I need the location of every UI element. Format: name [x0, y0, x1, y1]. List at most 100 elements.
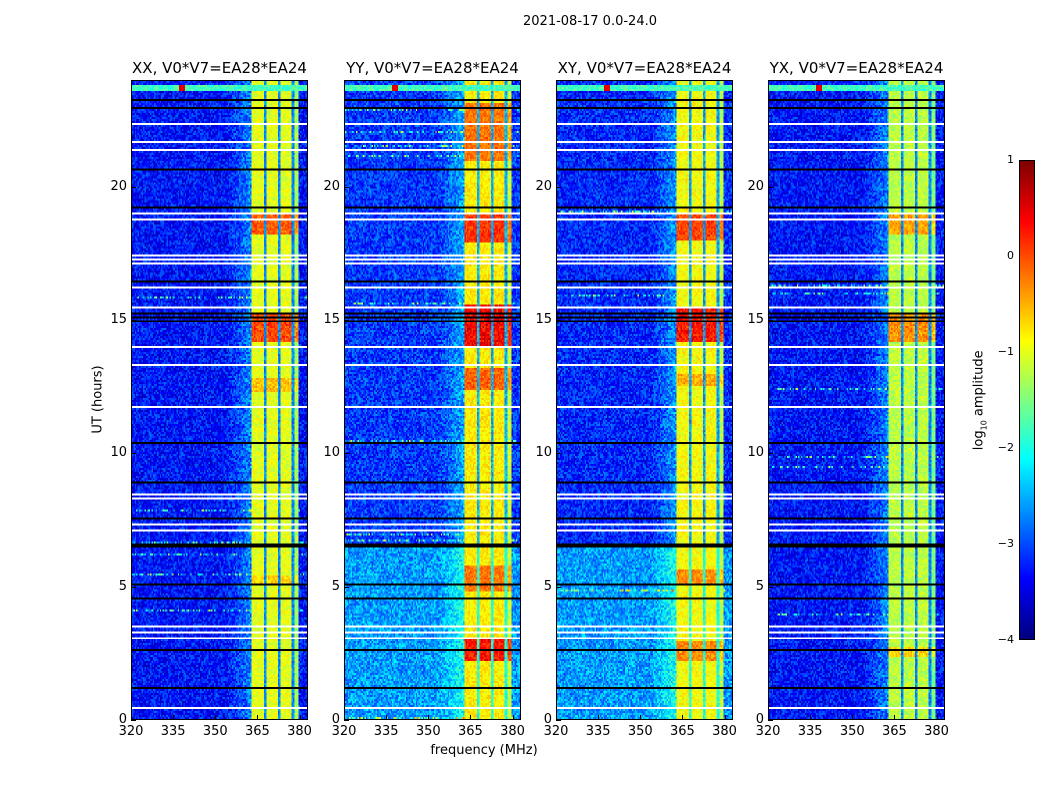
- y-tick-label: 0: [118, 712, 127, 727]
- y-tick-label: 0: [755, 712, 764, 727]
- y-tick-mark: [131, 453, 136, 455]
- x-tick-mark: [344, 715, 345, 720]
- colorbar-tick-label: 0: [1007, 249, 1014, 262]
- panel-title: YX, V0*V7=EA28*EA24: [769, 59, 944, 77]
- x-tick-label: 350: [415, 724, 441, 739]
- y-tick-mark: [768, 186, 773, 188]
- y-tick-label: 10: [535, 445, 552, 461]
- y-tick-mark: [556, 186, 561, 188]
- y-tick-label: 0: [331, 712, 340, 727]
- y-tick-label: 0: [543, 712, 552, 727]
- x-tick-label: 365: [245, 724, 270, 739]
- x-tick-mark: [512, 715, 514, 720]
- x-tick-mark: [640, 715, 642, 720]
- x-tick-mark: [173, 715, 175, 720]
- y-tick-mark: [344, 453, 349, 455]
- colorbar-tick-label: −2: [997, 441, 1014, 454]
- panel-title: XX, V0*V7=EA28*EA24: [132, 59, 307, 77]
- heatmap-panel-0: [132, 81, 307, 719]
- y-tick-mark: [556, 720, 561, 721]
- x-tick-label: 365: [458, 724, 483, 739]
- y-tick-mark: [131, 186, 136, 188]
- y-tick-mark: [768, 320, 773, 321]
- x-tick-mark: [257, 715, 259, 720]
- y-tick-mark: [344, 586, 349, 588]
- x-tick-label: 335: [585, 724, 611, 739]
- x-tick-mark: [428, 715, 430, 720]
- x-tick-mark: [810, 715, 812, 720]
- y-tick-mark: [344, 320, 349, 321]
- colorbar-label-sub: 10: [979, 420, 989, 431]
- y-tick-label: 15: [110, 312, 127, 327]
- y-tick-label: 5: [118, 578, 127, 594]
- x-axis-label: frequency (MHz): [430, 743, 538, 758]
- y-tick-mark: [344, 186, 349, 188]
- x-tick-label: 335: [160, 724, 186, 739]
- colorbar-label-rest: amplitude: [971, 350, 987, 421]
- y-tick-label: 5: [543, 578, 552, 594]
- x-tick-label: 380: [287, 724, 312, 739]
- colorbar: [1019, 160, 1035, 640]
- x-tick-label: 335: [373, 724, 399, 739]
- colorbar-label: log10 amplitude: [972, 335, 989, 465]
- colorbar-tick-label: −1: [997, 345, 1014, 358]
- x-tick-label: 320: [331, 724, 357, 739]
- x-tick-label: 380: [712, 724, 737, 739]
- colorbar-gradient: [1020, 161, 1034, 639]
- y-tick-label: 10: [323, 445, 340, 461]
- heatmap-panel-3: [769, 81, 944, 719]
- x-tick-mark: [386, 715, 388, 720]
- y-tick-label: 20: [323, 178, 340, 194]
- y-tick-label: 15: [535, 312, 552, 327]
- panel-axes-2: [556, 80, 733, 720]
- x-tick-mark: [768, 715, 769, 720]
- x-tick-mark: [852, 715, 854, 720]
- panel-axes-0: [131, 80, 308, 720]
- panel-title: YY, V0*V7=EA28*EA24: [346, 59, 519, 77]
- y-tick-mark: [131, 586, 136, 588]
- y-tick-mark: [556, 586, 561, 588]
- x-tick-mark: [215, 715, 217, 720]
- heatmap-panel-2: [557, 81, 732, 719]
- figure-title: 2021-08-17 0.0-24.0: [523, 14, 657, 29]
- colorbar-tick-label: −3: [997, 537, 1014, 550]
- x-tick-label: 335: [797, 724, 823, 739]
- y-tick-mark: [768, 720, 773, 721]
- panel-axes-1: [344, 80, 521, 720]
- y-tick-label: 20: [535, 178, 552, 194]
- colorbar-tick-label: −4: [997, 633, 1014, 646]
- x-tick-mark: [299, 715, 301, 720]
- x-tick-mark: [556, 715, 557, 720]
- x-tick-mark: [894, 715, 896, 720]
- y-tick-mark: [131, 720, 136, 721]
- x-tick-label: 350: [202, 724, 228, 739]
- x-tick-label: 320: [118, 724, 144, 739]
- y-axis-label: UT (hours): [90, 365, 106, 434]
- x-tick-label: 320: [543, 724, 569, 739]
- x-tick-mark: [682, 715, 684, 720]
- x-tick-label: 320: [755, 724, 781, 739]
- y-tick-mark: [768, 453, 773, 455]
- colorbar-tick-label: 1: [1007, 153, 1014, 166]
- panel-axes-3: [768, 80, 945, 720]
- x-tick-mark: [936, 715, 938, 720]
- y-tick-label: 15: [747, 312, 764, 327]
- y-tick-label: 15: [323, 312, 340, 327]
- panel-title: XY, V0*V7=EA28*EA24: [557, 59, 732, 77]
- y-tick-mark: [768, 586, 773, 588]
- x-tick-label: 350: [839, 724, 865, 739]
- x-tick-label: 380: [924, 724, 949, 739]
- x-tick-label: 380: [500, 724, 525, 739]
- x-tick-mark: [470, 715, 472, 720]
- y-tick-label: 10: [747, 445, 764, 461]
- heatmap-panel-1: [345, 81, 520, 719]
- y-tick-label: 10: [110, 445, 127, 461]
- x-tick-label: 365: [882, 724, 907, 739]
- y-tick-mark: [556, 320, 561, 321]
- x-tick-mark: [131, 715, 132, 720]
- x-tick-mark: [598, 715, 600, 720]
- y-tick-label: 5: [331, 578, 340, 594]
- x-tick-label: 350: [627, 724, 653, 739]
- x-tick-mark: [724, 715, 726, 720]
- y-tick-mark: [131, 320, 136, 321]
